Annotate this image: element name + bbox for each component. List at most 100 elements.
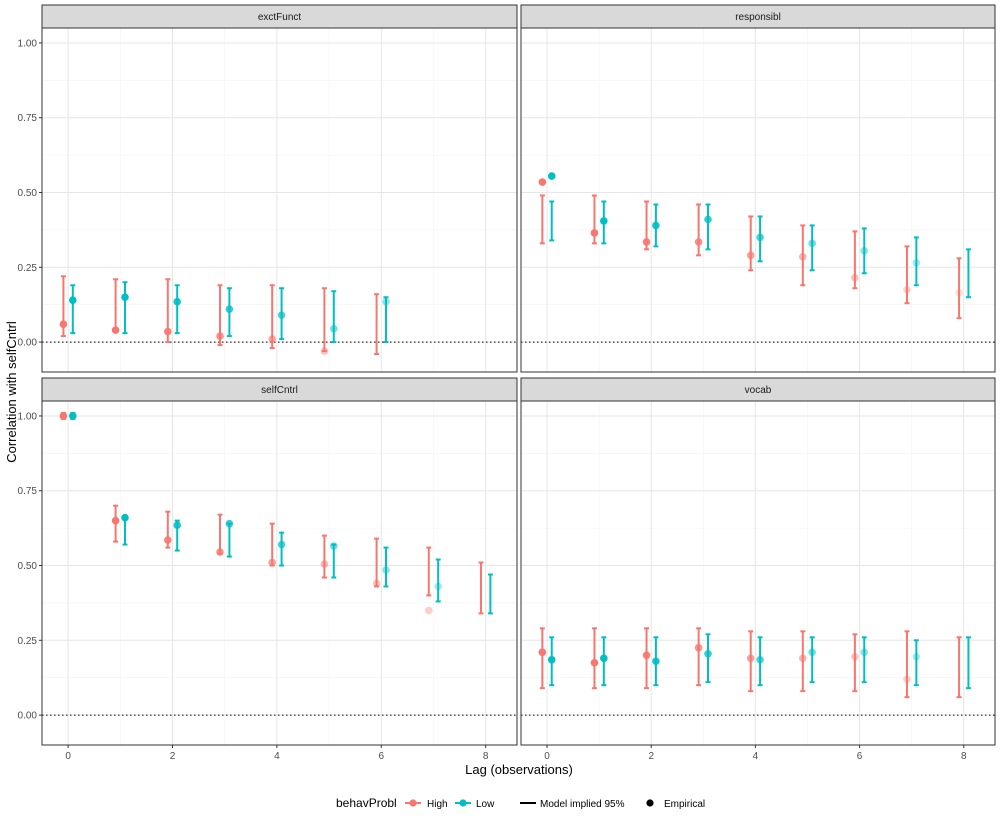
y-axis-title: Correlation with selfCntrl (4, 321, 19, 463)
empirical-point (268, 335, 276, 343)
facet-strip (41, 377, 518, 402)
empirical-point (424, 606, 433, 615)
empirical-point (111, 516, 120, 525)
facet-strip-label: vocab (745, 385, 772, 396)
legend: behavProbl High Low Model implied 95% Em… (336, 796, 705, 810)
empirical-point (746, 654, 755, 663)
series-low (68, 411, 493, 615)
y-tick-label: 0.00 (18, 711, 38, 722)
empirical-point (798, 253, 807, 261)
y-tick-label: 0.75 (18, 486, 38, 497)
empirical-point (694, 238, 703, 246)
empirical-point (372, 579, 381, 588)
empirical-point (860, 247, 869, 255)
x-tick-label: 2 (648, 751, 654, 762)
legend-label-empirical: Empirical (664, 799, 705, 810)
x-tick-label: 0 (65, 751, 71, 762)
empirical-point (860, 648, 869, 657)
empirical-point (851, 273, 859, 282)
empirical-point (808, 239, 816, 248)
empirical-point (163, 327, 172, 336)
legend-label-low: Low (476, 799, 495, 810)
x-axis-title: Lag (observations) (465, 762, 573, 777)
empirical-point (912, 652, 921, 661)
empirical-point (903, 675, 911, 683)
x-tick-label: 8 (961, 751, 967, 762)
empirical-point (704, 215, 712, 224)
empirical-point (59, 412, 68, 420)
empirical-point (652, 221, 660, 230)
empirical-point (808, 648, 816, 657)
facet-strip (520, 4, 996, 29)
empirical-point (163, 536, 172, 544)
facet-strip-label: exctFunct (258, 12, 302, 23)
facet-strip-label: responsibl (735, 12, 781, 23)
series-low (547, 172, 971, 299)
empirical-point (756, 233, 764, 242)
empirical-point (434, 582, 442, 591)
empirical-point (277, 311, 286, 319)
series-high (59, 275, 380, 356)
y-tick-label: 0.00 (18, 338, 38, 349)
empirical-point (746, 251, 755, 260)
x-axis: 0 2 4 6 8 0 2 4 6 8 (65, 745, 967, 762)
panel-background (521, 28, 995, 372)
legend-key-low-point (459, 799, 467, 807)
empirical-point (912, 259, 921, 267)
empirical-point (694, 643, 703, 652)
empirical-point (173, 521, 181, 529)
panel-vocab: vocab (520, 377, 996, 746)
legend-label-high: High (427, 799, 448, 810)
legend-key-low: Low (455, 799, 495, 810)
empirical-point (547, 655, 556, 664)
panel-background (521, 401, 995, 745)
empirical-point (600, 217, 608, 225)
empirical-point (547, 172, 556, 180)
legend-key-empirical-point (646, 799, 654, 807)
panel-responsibl: responsibl (520, 4, 996, 373)
empirical-point (68, 296, 77, 305)
legend-key-empirical: Empirical (646, 799, 705, 810)
empirical-point (320, 560, 329, 568)
x-tick-label: 2 (170, 751, 176, 762)
empirical-point (851, 652, 859, 661)
facet-strip (41, 4, 518, 29)
empirical-point (68, 412, 77, 420)
empirical-point (329, 324, 338, 333)
y-tick-label: 0.25 (18, 263, 38, 274)
y-tick-label: 0.50 (18, 561, 38, 572)
y-tick-label: 1.00 (18, 411, 38, 422)
empirical-point (111, 326, 120, 334)
y-axis: 0.00 0.25 0.50 0.75 1.00 0.00 0.25 0.50 0.75 1.00 (18, 38, 42, 722)
y-tick-label: 0.25 (18, 636, 38, 647)
legend-key-high-point (409, 799, 417, 807)
legend-key-high: High (405, 799, 448, 810)
facet-strip-label: selfCntrl (261, 385, 298, 396)
series-high (538, 178, 963, 320)
empirical-point (329, 542, 338, 550)
x-tick-label: 4 (753, 751, 759, 762)
empirical-point (600, 654, 608, 663)
y-tick-label: 0.75 (18, 113, 38, 124)
series-low (68, 281, 390, 344)
empirical-point (382, 566, 390, 574)
empirical-point (642, 238, 651, 246)
empirical-point (59, 320, 68, 328)
empirical-point (225, 305, 234, 313)
empirical-point (216, 332, 224, 340)
empirical-point (538, 178, 547, 186)
x-tick-label: 6 (379, 751, 385, 762)
series-high (59, 411, 484, 615)
panel-selfCntrl: selfCntrl (41, 377, 518, 746)
x-tick-label: 8 (483, 751, 489, 762)
panel-background (42, 401, 517, 745)
legend-title: behavProbl (336, 796, 397, 810)
empirical-point (121, 293, 129, 302)
x-tick-label: 6 (857, 751, 863, 762)
empirical-point (955, 288, 963, 297)
empirical-point (590, 229, 599, 237)
empirical-point (642, 651, 651, 660)
empirical-point (173, 297, 181, 306)
empirical-point (538, 648, 547, 657)
empirical-point (320, 347, 329, 355)
